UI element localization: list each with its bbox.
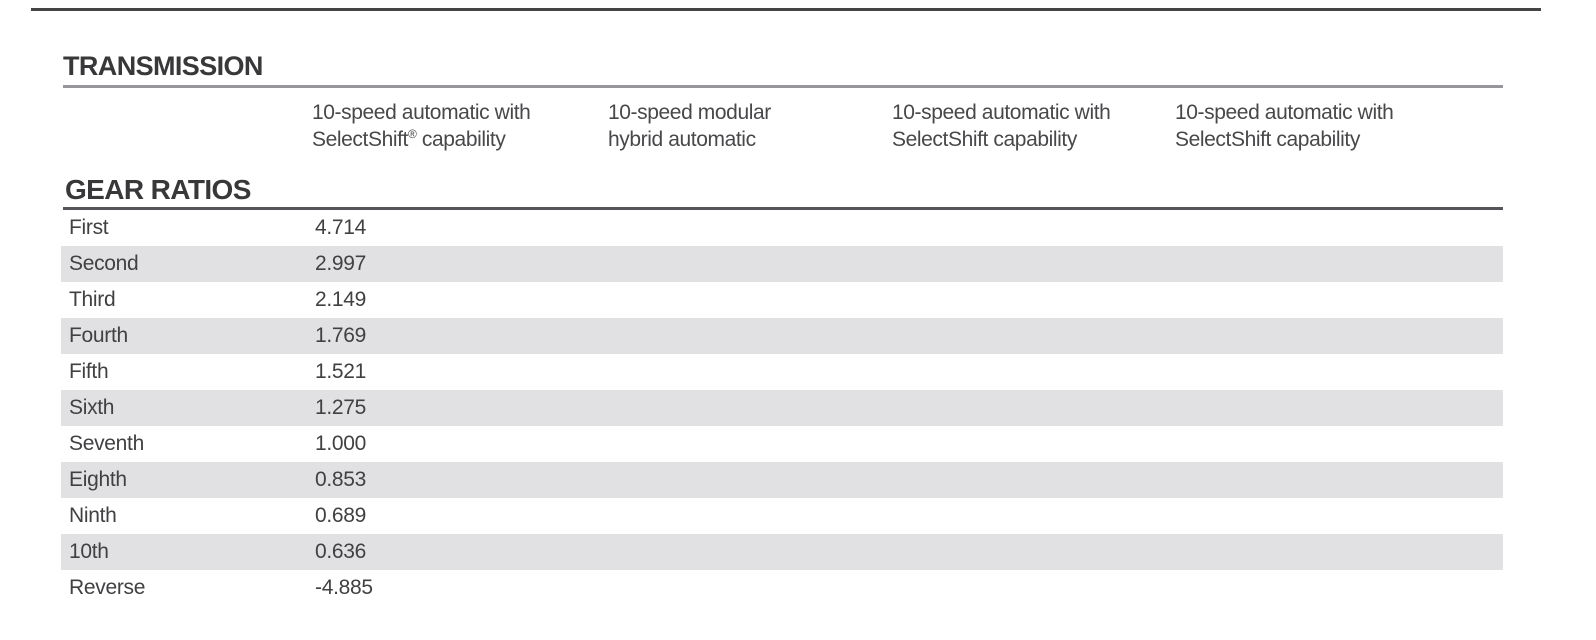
- transmission-column-4-line-1: 10-speed automatic with: [1175, 101, 1394, 124]
- gear-value: 1.000: [315, 432, 367, 455]
- table-row-sixth: Sixth 1.275: [61, 390, 1503, 426]
- transmission-column-3-line-1: 10-speed automatic with: [892, 101, 1111, 124]
- top-divider-rule: [31, 8, 1541, 11]
- gear-value: 0.636: [315, 540, 367, 563]
- transmission-column-1: 10-speed automatic with SelectShift® cap…: [312, 99, 531, 153]
- transmission-column-2-line-2: hybrid automatic: [608, 128, 756, 151]
- gear-ratios-table: First 4.714 Second 2.997 Third 2.149 Fou…: [61, 210, 1503, 606]
- gear-label: Sixth: [69, 396, 115, 419]
- transmission-underline-rule: [63, 85, 1503, 88]
- transmission-column-3: 10-speed automatic with SelectShift capa…: [892, 99, 1111, 153]
- gear-label: Reverse: [69, 576, 146, 599]
- gear-value: 2.997: [315, 252, 367, 275]
- gear-value: 1.769: [315, 324, 367, 347]
- transmission-column-4-line-2: SelectShift capability: [1175, 128, 1360, 151]
- table-row-eighth: Eighth 0.853: [61, 462, 1503, 498]
- transmission-column-1-line-1: 10-speed automatic with: [312, 101, 531, 124]
- table-row-fifth: Fifth 1.521: [61, 354, 1503, 390]
- transmission-column-4: 10-speed automatic with SelectShift capa…: [1175, 99, 1394, 153]
- transmission-column-3-line-2: SelectShift capability: [892, 128, 1077, 151]
- gear-label: Second: [69, 252, 139, 275]
- gear-value: 4.714: [315, 216, 367, 239]
- gear-label: Eighth: [69, 468, 127, 491]
- gear-value: 2.149: [315, 288, 367, 311]
- gear-label: 10th: [69, 540, 109, 563]
- gear-label: Third: [69, 288, 116, 311]
- table-row-ninth: Ninth 0.689: [61, 498, 1503, 534]
- gear-label: Fourth: [69, 324, 128, 347]
- table-row-tenth: 10th 0.636: [61, 534, 1503, 570]
- transmission-column-2-line-1: 10-speed modular: [608, 101, 771, 124]
- table-row-first: First 4.714: [61, 210, 1503, 246]
- gear-value: 1.275: [315, 396, 367, 419]
- gear-ratios-section-title: GEAR RATIOS: [65, 174, 251, 205]
- gear-value: -4.885: [315, 576, 373, 599]
- gear-label: Fifth: [69, 360, 109, 383]
- gear-label: Ninth: [69, 504, 117, 527]
- table-row-second: Second 2.997: [61, 246, 1503, 282]
- gear-value: 0.853: [315, 468, 367, 491]
- transmission-section-title: TRANSMISSION: [63, 51, 263, 81]
- table-row-reverse: Reverse -4.885: [61, 570, 1503, 606]
- gear-value: 0.689: [315, 504, 367, 527]
- gear-value: 1.521: [315, 360, 367, 383]
- table-row-fourth: Fourth 1.769: [61, 318, 1503, 354]
- table-row-seventh: Seventh 1.000: [61, 426, 1503, 462]
- gear-label: First: [69, 216, 109, 239]
- gear-label: Seventh: [69, 432, 144, 455]
- transmission-column-2: 10-speed modular hybrid automatic: [608, 99, 771, 153]
- transmission-column-1-line-2: SelectShift® capability: [312, 127, 506, 151]
- table-row-third: Third 2.149: [61, 282, 1503, 318]
- gear-ratios-underline-rule: [63, 207, 1503, 210]
